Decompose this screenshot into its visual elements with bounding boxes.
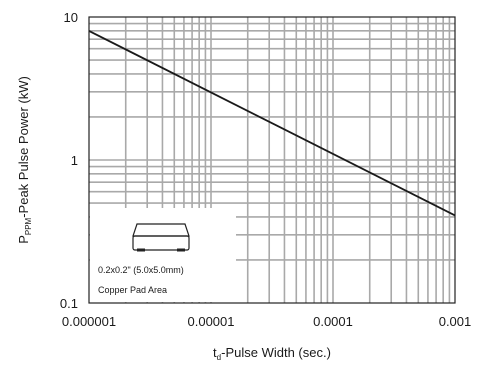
series-layer (88, 30, 456, 217)
x-tick-label: 0.00001 (188, 314, 235, 329)
y-tick-labels: 10 1 0.1 (60, 10, 78, 311)
y-tick-label: 1 (71, 153, 78, 168)
copper-pad-icon (132, 223, 190, 252)
y-tick-label: 10 (64, 10, 78, 25)
series-line-0 (88, 30, 456, 217)
x-tick-labels: 0.000001 0.00001 0.0001 0.001 (62, 314, 471, 329)
inset-text-label: Copper Pad Area (98, 285, 167, 295)
plot-frame (88, 16, 456, 304)
x-tick-label: 0.000001 (62, 314, 116, 329)
x-tick-label: 0.0001 (313, 314, 353, 329)
inset-text-size: 0.2x0.2" (5.0x5.0mm) (98, 265, 184, 275)
grid (89, 17, 455, 303)
pad-body-outline (132, 235, 190, 251)
pad-top-outline (132, 223, 190, 237)
y-tick-label: 0.1 (60, 296, 78, 311)
x-axis-label: td-Pulse Width (sec.) (213, 345, 331, 362)
y-axis-label: PPPM-Peak Pulse Power (kW) (16, 76, 33, 244)
x-tick-label: 0.001 (439, 314, 472, 329)
